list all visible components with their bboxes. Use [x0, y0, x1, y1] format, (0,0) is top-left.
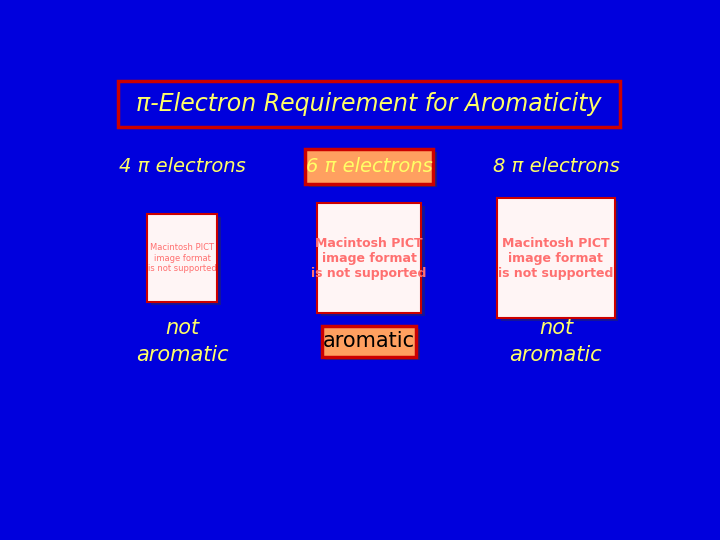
- FancyBboxPatch shape: [321, 206, 425, 316]
- Text: not
aromatic: not aromatic: [510, 318, 602, 365]
- Text: aromatic: aromatic: [323, 332, 415, 352]
- FancyBboxPatch shape: [501, 201, 618, 321]
- FancyBboxPatch shape: [325, 329, 420, 360]
- Text: Macintosh PICT
image format
is not supported: Macintosh PICT image format is not suppo…: [498, 237, 613, 280]
- Text: π-Electron Requirement for Aromaticity: π-Electron Requirement for Aromaticity: [136, 92, 602, 116]
- FancyBboxPatch shape: [498, 198, 615, 319]
- FancyBboxPatch shape: [118, 82, 620, 127]
- Text: not
aromatic: not aromatic: [136, 318, 228, 365]
- FancyBboxPatch shape: [322, 326, 416, 357]
- Text: 8 π electrons: 8 π electrons: [492, 157, 619, 176]
- FancyBboxPatch shape: [151, 218, 221, 305]
- FancyBboxPatch shape: [309, 152, 437, 187]
- FancyBboxPatch shape: [318, 203, 420, 313]
- Text: Macintosh PICT
image format
is not supported: Macintosh PICT image format is not suppo…: [148, 243, 217, 273]
- Text: 6 π electrons: 6 π electrons: [305, 157, 433, 176]
- FancyBboxPatch shape: [147, 214, 217, 302]
- Text: Macintosh PICT
image format
is not supported: Macintosh PICT image format is not suppo…: [311, 237, 427, 280]
- Text: 4 π electrons: 4 π electrons: [119, 157, 246, 176]
- FancyBboxPatch shape: [305, 149, 433, 184]
